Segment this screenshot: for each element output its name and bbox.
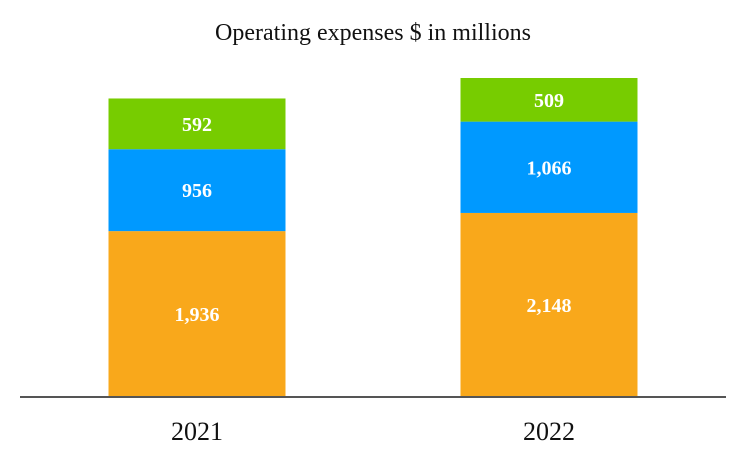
data-label-bottom-2021: 1,936	[175, 304, 220, 326]
data-label-bottom-2022: 2,148	[527, 295, 572, 317]
bar-segment-bottom-2022	[460, 212, 638, 397]
data-label-top-2022: 509	[534, 90, 564, 112]
x-tick-label-2022: 2022	[523, 417, 575, 446]
bar-segment-top-2021	[108, 98, 286, 150]
bar-segment-bottom-2021	[108, 231, 286, 397]
bar-segment-top-2022	[460, 78, 638, 122]
x-tick-labels-group: 2021 2022	[171, 417, 575, 446]
data-label-middle-2022: 1,066	[527, 157, 572, 179]
bar-segment-middle-2022	[460, 121, 638, 213]
bar-segment-middle-2021	[108, 149, 286, 232]
chart-title: Operating expenses $ in millions	[215, 20, 531, 46]
x-tick-label-2021: 2021	[171, 417, 223, 446]
bars-group	[108, 78, 638, 397]
segment-labels-group: 1,936 956 592 2,148 1,066 509	[175, 90, 572, 326]
data-label-middle-2021: 956	[182, 180, 212, 202]
data-label-top-2021: 592	[182, 114, 212, 136]
